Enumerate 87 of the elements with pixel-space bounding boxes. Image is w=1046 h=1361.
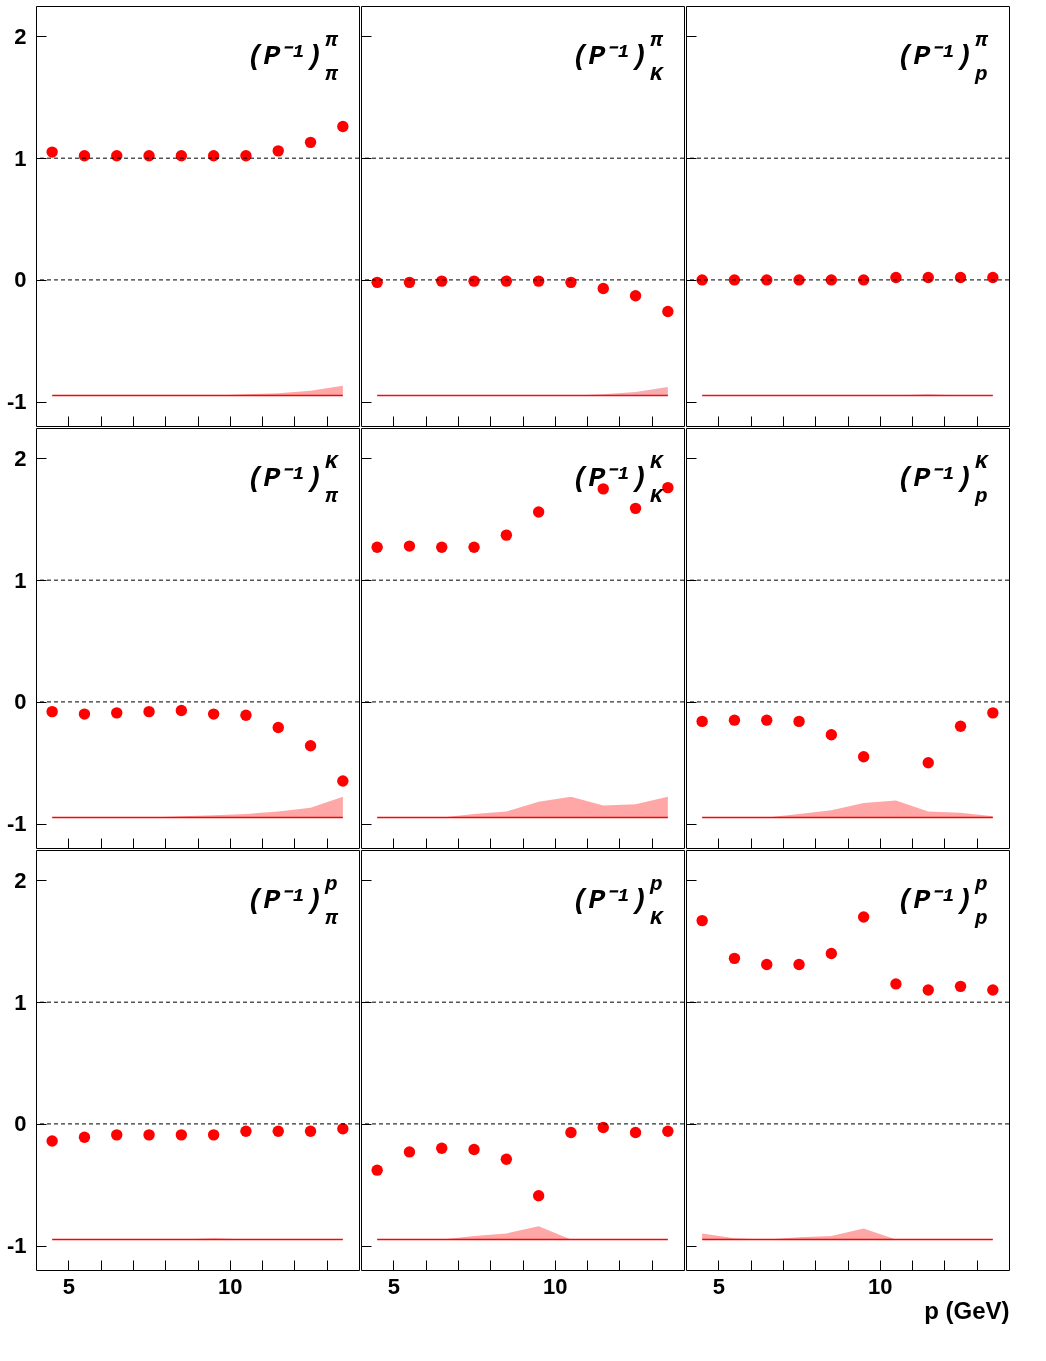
point [207, 150, 220, 162]
point [46, 705, 58, 718]
point [565, 1126, 577, 1139]
point [696, 914, 708, 927]
y-tick-label: -1 [6, 389, 27, 415]
y-tick-label: 1 [14, 989, 27, 1015]
point [629, 1126, 642, 1139]
point [78, 1131, 91, 1143]
point [175, 704, 188, 717]
point [662, 481, 674, 494]
point [175, 1129, 188, 1141]
point [143, 1129, 155, 1141]
point [272, 1125, 284, 1137]
point [825, 729, 838, 741]
point [825, 947, 838, 960]
point [272, 721, 284, 734]
point [111, 1129, 123, 1141]
point [46, 1135, 58, 1147]
point [468, 541, 480, 553]
point [207, 708, 220, 720]
point [922, 984, 934, 996]
point [371, 1164, 383, 1176]
point [436, 541, 448, 553]
y-tick-label: 2 [14, 23, 27, 49]
y-tick-label: 0 [14, 1111, 27, 1137]
y-tick-label: 1 [14, 145, 27, 171]
point [629, 502, 642, 515]
point [662, 305, 674, 318]
point [403, 540, 416, 552]
x-tick-label: 5 [712, 1273, 725, 1299]
point [143, 150, 155, 162]
point [662, 1125, 674, 1137]
point [436, 1142, 448, 1154]
point [857, 751, 870, 763]
point [304, 136, 317, 149]
x-tick-label: 10 [543, 1273, 568, 1299]
point [78, 150, 91, 162]
point [532, 506, 545, 518]
point [371, 541, 383, 553]
point [111, 707, 123, 719]
x-tick-label: 10 [868, 1273, 893, 1299]
point [761, 714, 773, 726]
point [78, 708, 91, 720]
point [793, 958, 805, 971]
point [954, 980, 967, 993]
point [468, 1143, 480, 1156]
point [954, 720, 967, 732]
point [403, 1146, 416, 1158]
point [337, 775, 349, 787]
point [532, 1190, 545, 1202]
point [46, 146, 58, 158]
point [500, 1153, 513, 1165]
point [890, 978, 902, 990]
point [761, 958, 773, 971]
x-axis-title: p (GeV) [924, 1296, 1010, 1324]
point [304, 1125, 317, 1137]
point [175, 150, 188, 162]
y-tick-label: -1 [6, 811, 27, 837]
point [857, 911, 870, 923]
x-tick-label: 5 [62, 1273, 75, 1299]
point [272, 145, 284, 157]
y-tick-label: 0 [14, 267, 27, 293]
x-tick-label: 10 [218, 1273, 243, 1299]
y-tick-label: 0 [14, 689, 27, 715]
point [240, 1125, 252, 1137]
point [143, 705, 155, 718]
point [304, 740, 317, 752]
point [793, 715, 805, 728]
point [728, 714, 741, 726]
y-tick-label: -1 [6, 1233, 27, 1259]
point [987, 984, 999, 996]
y-tick-label: 2 [14, 867, 27, 893]
x-tick-label: 5 [387, 1273, 400, 1299]
point [207, 1129, 220, 1141]
point [728, 952, 741, 965]
point [500, 529, 513, 541]
point [240, 709, 252, 721]
point [111, 150, 123, 162]
point [696, 715, 708, 728]
point [240, 150, 252, 162]
y-tick-label: 1 [14, 567, 27, 593]
point [987, 707, 999, 719]
point [597, 282, 609, 295]
point [629, 290, 642, 302]
point [337, 120, 349, 133]
y-tick-label: 2 [14, 445, 27, 471]
point [922, 757, 934, 769]
